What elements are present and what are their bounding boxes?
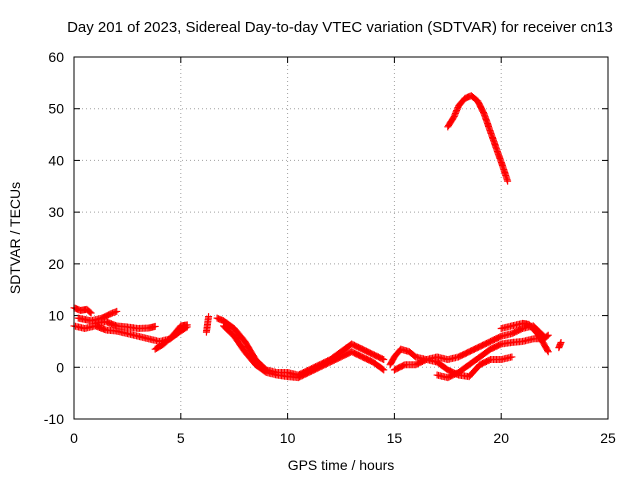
data-point bbox=[380, 366, 388, 374]
data-trace bbox=[477, 346, 493, 360]
data-point bbox=[151, 322, 159, 330]
data-trace bbox=[317, 359, 333, 371]
data-trace bbox=[253, 362, 269, 376]
plot-frame bbox=[73, 56, 609, 420]
y-tick-label: 20 bbox=[48, 256, 64, 272]
data-trace bbox=[477, 356, 493, 368]
data-trace bbox=[466, 362, 483, 379]
data-trace bbox=[541, 341, 551, 354]
data-trace bbox=[493, 148, 507, 171]
data-trace bbox=[110, 308, 119, 316]
data-trace bbox=[221, 323, 237, 339]
data-trace bbox=[541, 332, 551, 342]
data-trace bbox=[555, 340, 564, 350]
y-tick-label: 50 bbox=[48, 101, 64, 117]
y-tick-label: 60 bbox=[48, 49, 64, 65]
y-tick-label: -10 bbox=[44, 411, 64, 427]
data-trace bbox=[231, 326, 248, 344]
data-trace bbox=[306, 364, 322, 376]
data-trace bbox=[231, 334, 248, 354]
x-tick-label: 10 bbox=[280, 430, 296, 446]
data-trace bbox=[474, 98, 487, 117]
x-tick-label: 0 bbox=[70, 430, 78, 446]
data-trace bbox=[434, 359, 451, 373]
data-trace bbox=[370, 351, 386, 363]
data-trace bbox=[456, 348, 472, 360]
data-point bbox=[205, 313, 213, 321]
data-trace bbox=[477, 338, 493, 350]
data-trace bbox=[526, 322, 540, 336]
data-trace bbox=[466, 354, 483, 368]
data-trace bbox=[242, 349, 259, 367]
y-tick-label: 40 bbox=[48, 152, 64, 168]
x-tick-label: 20 bbox=[493, 430, 509, 446]
x-tick-label: 15 bbox=[387, 430, 403, 446]
data-trace bbox=[169, 323, 184, 339]
data-trace bbox=[488, 333, 504, 345]
data-point bbox=[113, 307, 121, 315]
data-point bbox=[380, 356, 388, 364]
data-point bbox=[508, 353, 516, 361]
data-trace bbox=[534, 331, 547, 347]
data-point bbox=[183, 321, 191, 329]
data-trace bbox=[481, 111, 494, 135]
data-trace bbox=[99, 310, 115, 321]
data-marks bbox=[70, 92, 565, 382]
data-trace bbox=[455, 96, 468, 109]
data-trace bbox=[328, 354, 344, 365]
data-trace bbox=[296, 369, 312, 381]
grid-lines bbox=[74, 57, 608, 419]
data-trace bbox=[152, 341, 166, 352]
data-trace bbox=[468, 93, 481, 104]
data-trace bbox=[488, 341, 504, 352]
chart-title: Day 201 of 2023, Sidereal Day-to-day VTE… bbox=[67, 19, 613, 36]
data-trace bbox=[161, 333, 175, 347]
data-trace bbox=[360, 346, 376, 358]
data-trace bbox=[221, 318, 237, 332]
data-trace bbox=[242, 339, 259, 362]
x-tick-label: 25 bbox=[600, 430, 616, 446]
x-axis-label: GPS time / hours bbox=[288, 457, 395, 473]
x-tick-label: 5 bbox=[177, 430, 185, 446]
data-point bbox=[544, 348, 552, 356]
data-trace bbox=[487, 129, 500, 153]
y-axis-label: SDTVAR / TECUs bbox=[7, 182, 23, 294]
data-trace bbox=[445, 369, 461, 381]
y-tick-label: 30 bbox=[48, 204, 64, 220]
data-point bbox=[87, 309, 95, 317]
data-trace bbox=[360, 354, 376, 365]
data-point bbox=[557, 338, 565, 346]
data-trace bbox=[413, 356, 429, 368]
data-point bbox=[504, 177, 512, 185]
y-tick-label: 10 bbox=[48, 308, 64, 324]
data-trace bbox=[445, 114, 457, 129]
data-trace bbox=[349, 341, 365, 352]
data-trace bbox=[387, 354, 398, 367]
data-trace bbox=[406, 349, 419, 360]
data-trace bbox=[203, 314, 212, 335]
y-tick-label: 0 bbox=[56, 359, 64, 375]
data-trace bbox=[349, 348, 365, 360]
data-point bbox=[544, 331, 552, 339]
data-trace bbox=[456, 362, 472, 376]
data-trace bbox=[84, 306, 94, 316]
data-trace bbox=[370, 359, 386, 373]
data-trace bbox=[391, 346, 404, 360]
